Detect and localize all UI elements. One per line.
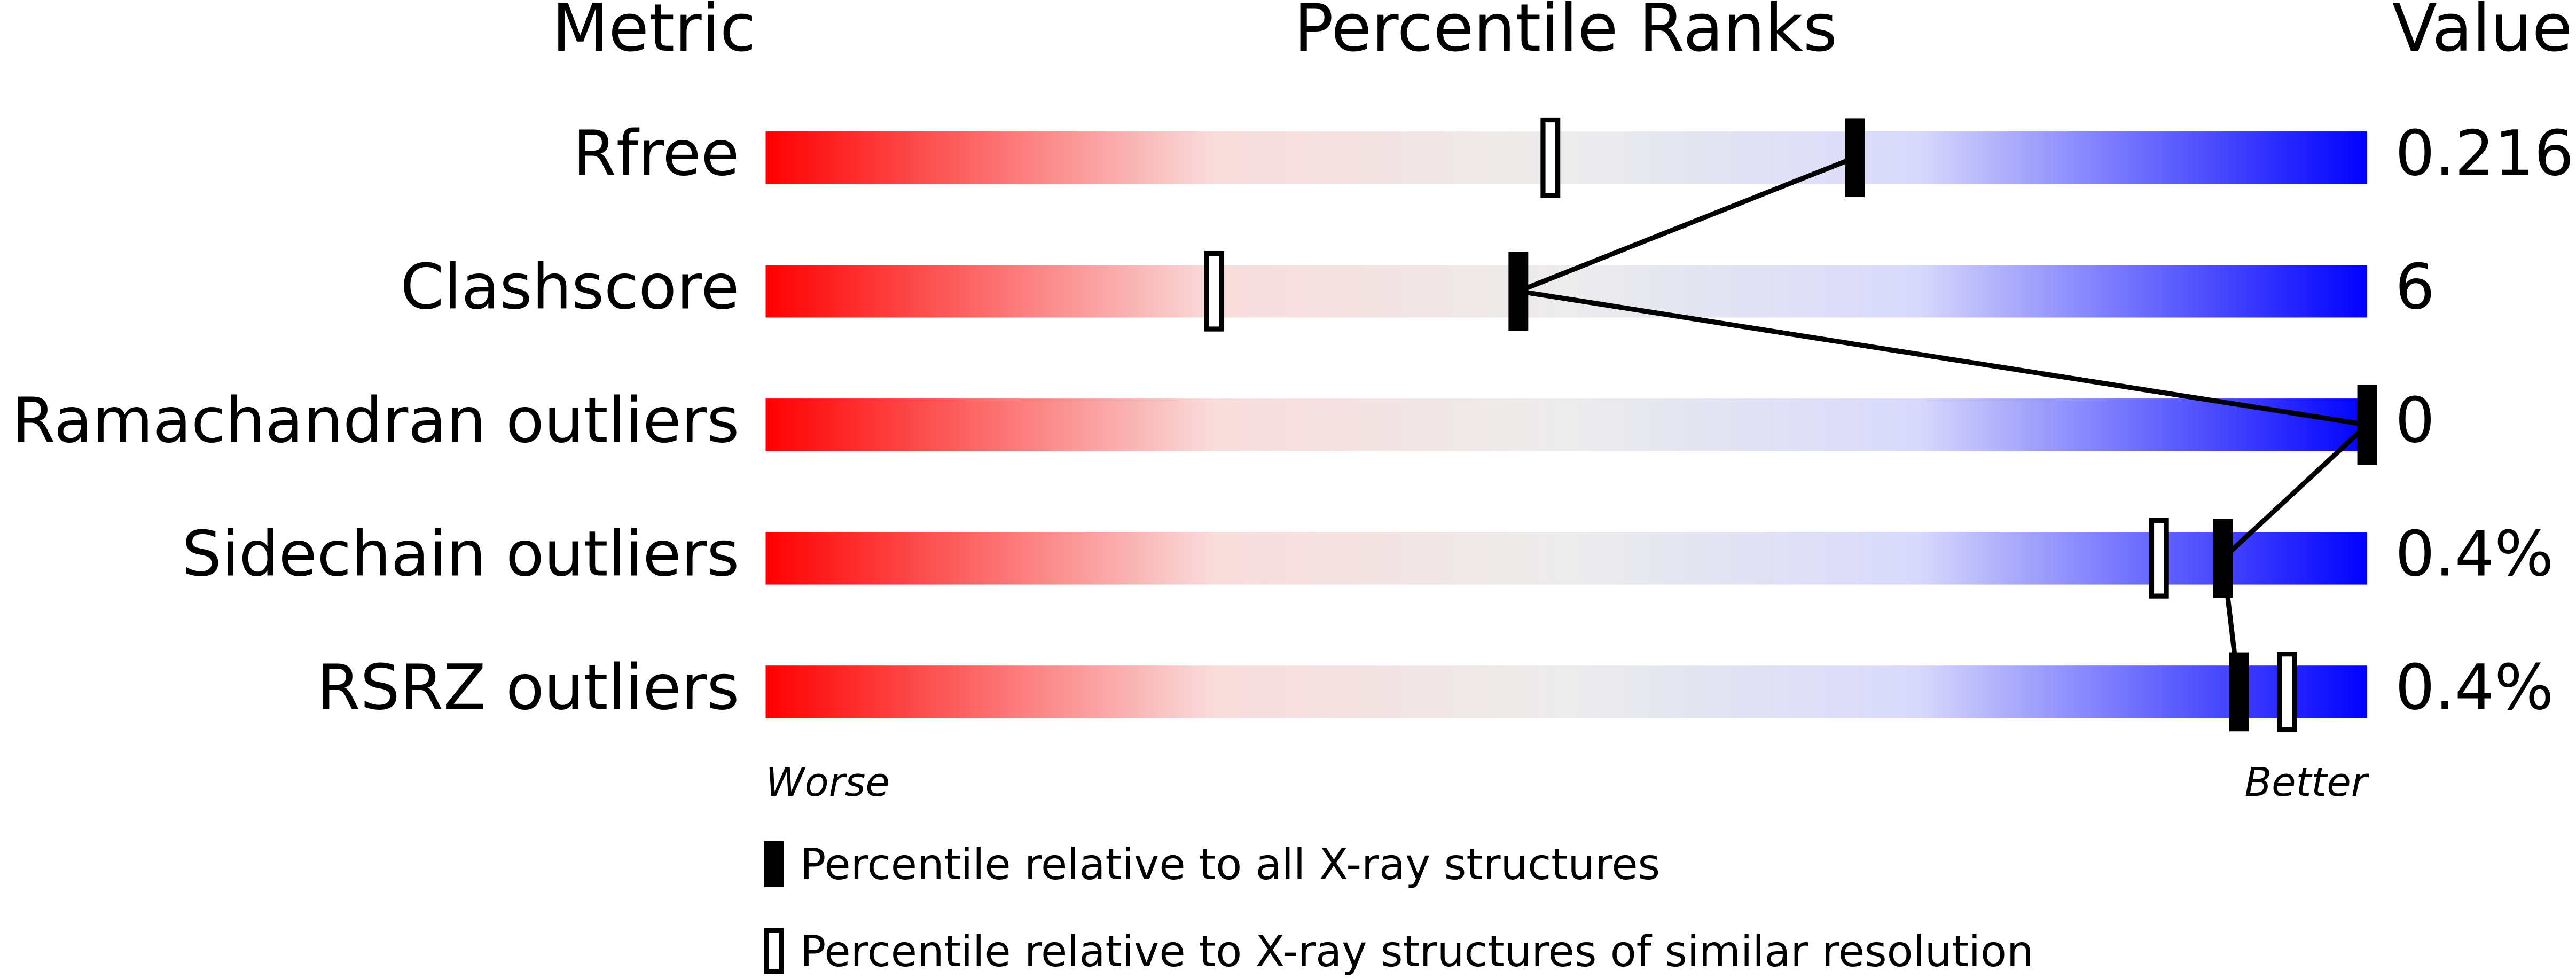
- column-header: Metric: [552, 0, 756, 67]
- percentile-bar: [765, 532, 2368, 585]
- metric-value: 0.4%: [2395, 652, 2554, 724]
- marker-all: [1845, 118, 1865, 198]
- marker-similar: [2149, 518, 2169, 599]
- metric-label: RSRZ outliers: [317, 652, 739, 724]
- metric-label: Rfree: [573, 117, 740, 190]
- marker-all: [2357, 385, 2377, 465]
- marker-all: [1508, 252, 1529, 331]
- marker-similar: [1540, 117, 1561, 198]
- marker-similar: [1204, 250, 1224, 332]
- column-header: Percentile Ranks: [1294, 0, 1837, 67]
- percentile-bar: [765, 131, 2368, 184]
- marker-all: [2213, 519, 2233, 598]
- metric-label: Sidechain outliers: [182, 518, 739, 591]
- marker-all: [2229, 652, 2249, 732]
- column-header: Value: [2392, 0, 2573, 67]
- metric-value: 0.4%: [2395, 518, 2554, 591]
- metric-label: Ramachandran outliers: [12, 385, 739, 457]
- marker-similar: [2277, 652, 2297, 732]
- axis-label: Worse: [765, 759, 889, 805]
- legend-swatch: [764, 928, 784, 974]
- percentile-bar: [765, 665, 2368, 718]
- metric-value: 6: [2395, 251, 2434, 324]
- percentile-bar: [765, 398, 2368, 451]
- metric-value: 0.216: [2395, 117, 2574, 190]
- legend-label: Percentile relative to X-ray structures …: [800, 927, 2034, 976]
- axis-label: Better: [2244, 759, 2369, 805]
- metric-label: Clashscore: [401, 251, 740, 324]
- legend-swatch: [764, 841, 784, 887]
- legend-label: Percentile relative to all X-ray structu…: [800, 840, 1660, 889]
- metric-value: 0: [2395, 385, 2434, 457]
